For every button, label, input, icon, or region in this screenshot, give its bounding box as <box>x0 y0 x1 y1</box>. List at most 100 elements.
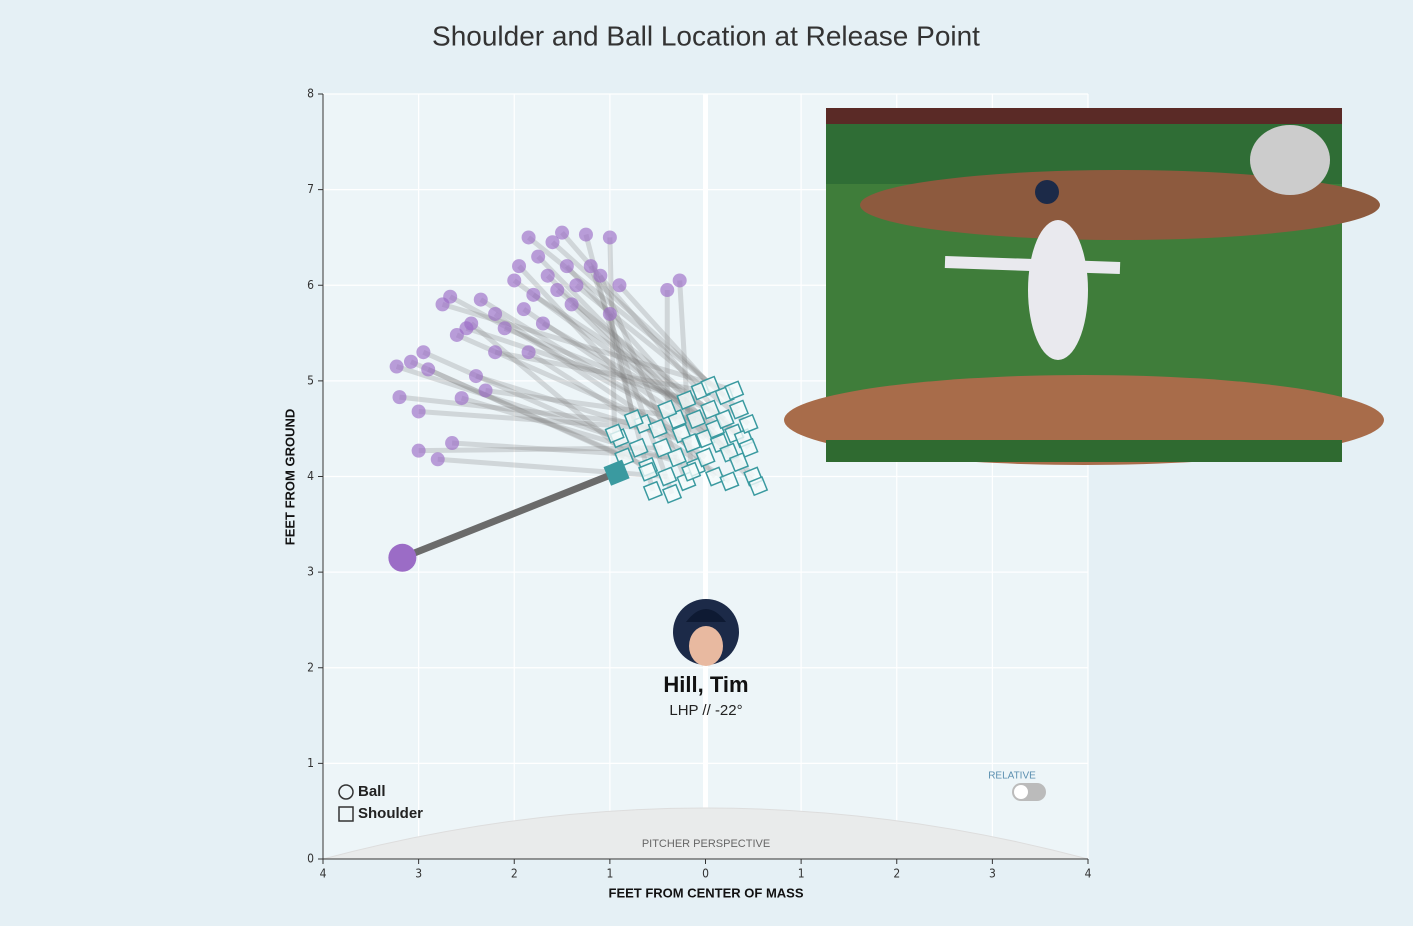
connector <box>460 395 697 470</box>
y-tick-label: 8 <box>307 87 314 101</box>
shoulder-point <box>652 437 673 458</box>
ball-point <box>478 383 493 398</box>
video-catcher <box>1250 125 1330 195</box>
connector <box>399 394 644 427</box>
legend-label: Ball <box>358 783 386 800</box>
ball-point <box>578 227 593 242</box>
y-tick-label: 2 <box>307 660 314 674</box>
ball-point <box>411 404 426 419</box>
y-tick-label: 1 <box>307 756 314 770</box>
x-tick-label: 3 <box>415 867 422 881</box>
legend-label: Shoulder <box>358 805 423 822</box>
toggle-knob[interactable] <box>1014 785 1028 799</box>
ball-point <box>559 259 574 274</box>
shoulder-point <box>695 447 716 468</box>
shoulder-point <box>657 399 678 420</box>
player-cap <box>686 609 726 622</box>
player-name: Hill, Tim <box>663 672 748 697</box>
ball-point <box>464 316 479 331</box>
relative-toggle[interactable] <box>1012 783 1046 801</box>
ball-point <box>672 273 687 288</box>
shoulder-point <box>700 375 721 396</box>
x-tick-label: 1 <box>606 867 613 881</box>
shoulder-point <box>681 432 702 454</box>
ball-point <box>521 230 536 245</box>
video-wall <box>826 108 1342 124</box>
y-tick-label: 3 <box>307 565 314 579</box>
ball-point <box>454 391 469 406</box>
connector <box>607 313 637 420</box>
ball-point <box>550 283 565 298</box>
ball-point <box>473 292 488 307</box>
shoulder-point <box>700 399 721 420</box>
connector <box>422 349 640 451</box>
video-pitcher-head <box>1035 180 1059 204</box>
connector <box>607 237 618 434</box>
player-subtitle: LHP // -22° <box>669 702 742 719</box>
connector <box>418 445 663 454</box>
shoulder-point <box>724 380 745 401</box>
ball-point <box>535 316 550 331</box>
shoulder-point <box>704 466 726 487</box>
ball-point <box>411 443 426 458</box>
connector <box>617 283 713 388</box>
video-grass <box>826 440 1342 462</box>
ball-point <box>389 359 404 374</box>
ball-point <box>602 230 617 245</box>
ball-point <box>612 278 627 293</box>
x-tick-label: 4 <box>320 867 327 881</box>
x-tick-label: 2 <box>893 867 900 881</box>
ball-point <box>516 302 531 317</box>
connector <box>427 367 650 470</box>
legend-shoulder-symbol <box>338 806 354 822</box>
y-tick-label: 0 <box>307 852 314 866</box>
legend-ball-symbol <box>338 784 354 800</box>
connector <box>503 325 712 412</box>
player-face <box>689 626 723 666</box>
connector <box>522 307 722 446</box>
shoulder-point <box>719 471 740 492</box>
shoulder-point <box>681 461 702 482</box>
x-tick-label: 3 <box>989 867 996 881</box>
y-tick-label: 4 <box>307 469 314 483</box>
video-pitcher-arms <box>944 256 1121 274</box>
ball-point <box>416 345 431 360</box>
shoulder-point <box>657 466 678 487</box>
x-tick-label: 1 <box>798 867 805 881</box>
shoulder-point <box>738 437 759 458</box>
ball-point <box>488 306 503 321</box>
shoulder-point <box>676 389 697 411</box>
x-tick-label: 4 <box>1085 867 1092 881</box>
ball-point <box>540 268 555 283</box>
ball-point <box>602 306 617 321</box>
shoulder-point <box>748 475 769 497</box>
y-tick-label: 5 <box>307 373 314 387</box>
ball-point <box>392 390 407 405</box>
shoulder-point <box>728 399 750 420</box>
y-axis-label: FEET FROM GROUND <box>282 409 297 546</box>
ball-point <box>430 452 445 467</box>
shoulder-point <box>666 447 687 468</box>
ball-point <box>531 249 546 264</box>
y-tick-label: 7 <box>307 182 314 196</box>
ball-point <box>435 297 450 312</box>
ball-point <box>569 278 584 293</box>
ball-point <box>507 273 522 288</box>
connector <box>448 294 679 422</box>
shoulder-point <box>623 409 644 430</box>
connector <box>465 325 688 403</box>
ball-point <box>469 369 483 384</box>
shoulder-point <box>604 423 625 444</box>
ball-point <box>583 259 598 274</box>
ball-point <box>421 362 436 377</box>
ball-point <box>445 436 460 451</box>
shoulder-point <box>661 483 683 504</box>
ball-point <box>593 268 608 283</box>
video-frame <box>784 108 1384 465</box>
ball-point <box>545 235 560 250</box>
video-dirt <box>860 170 1380 240</box>
ball-point <box>488 345 503 360</box>
ball-point <box>564 297 579 312</box>
shoulder-point <box>738 413 759 434</box>
